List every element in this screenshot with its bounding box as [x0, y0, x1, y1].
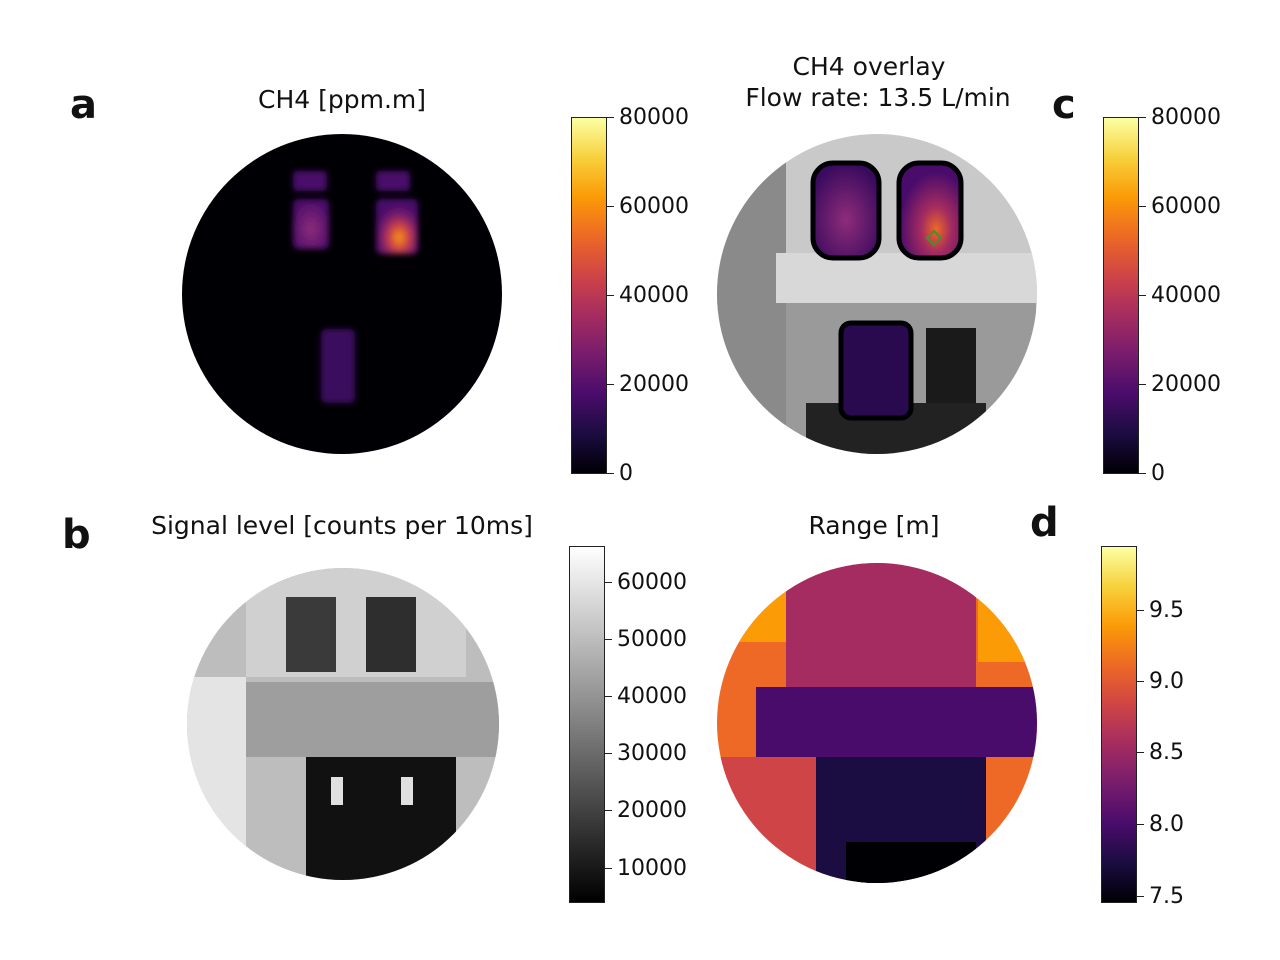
panel-d-colorbar-tickmark: [1137, 824, 1144, 825]
panel-d-colorbar-tickmark: [1137, 896, 1144, 897]
panel-c-plume-right: [896, 160, 964, 261]
panel-b-colorbar-tickmark: [605, 696, 612, 697]
panel-c-colorbar-tick: 0: [1151, 461, 1165, 486]
panel-a-colorbar-tick: 80000: [619, 105, 689, 130]
panel-b-heatmap: [187, 568, 499, 880]
panel-b-colorbar: [569, 546, 605, 903]
panel-c-colorbar-tickmark: [1139, 206, 1146, 207]
panel-letter-d: d: [1030, 500, 1059, 546]
panel-d-title: Range [m]: [808, 511, 940, 540]
panel-a-colorbar-tick: 60000: [619, 194, 689, 219]
panel-b-colorbar-tickmark: [605, 639, 612, 640]
panel-a-title: CH4 [ppm.m]: [257, 85, 427, 114]
panel-d-colorbar-tick: 8.0: [1149, 812, 1184, 837]
panel-c-awning: [776, 253, 1037, 303]
panel-d-colorbar-tick: 9.5: [1149, 598, 1184, 623]
panel-c-colorbar-tick: 80000: [1151, 105, 1221, 130]
panel-b-colorbar-tick: 10000: [617, 856, 687, 881]
panel-d-colorbar-tickmark: [1137, 752, 1144, 753]
panel-d-door-bottom: [846, 842, 976, 883]
panel-b-colorbar-tick: 20000: [617, 798, 687, 823]
panel-a-heatmap: [182, 134, 502, 454]
panel-b-colorbar-tick: 30000: [617, 741, 687, 766]
panel-b-colorbar-tickmark: [605, 582, 612, 583]
panel-b-colorbar-tickmark: [605, 868, 612, 869]
panel-d-heatmap: [717, 563, 1037, 883]
panel-d-colorbar: [1101, 546, 1137, 903]
panel-b-door-light-right: [401, 777, 413, 805]
panel-c-colorbar-tick: 40000: [1151, 283, 1221, 308]
panel-d-upper-wall: [786, 563, 976, 702]
panel-a-colorbar-tick: 0: [619, 461, 633, 486]
panel-d-far-left: [717, 563, 786, 642]
panel-a-plume-left: [293, 199, 329, 249]
panel-c-plume-left: [810, 160, 882, 261]
panel-b-colorbar-tick: 40000: [617, 684, 687, 709]
panel-c-colorbar-tickmark: [1139, 295, 1146, 296]
panel-b-window-left: [286, 597, 336, 672]
panel-d-colorbar-tickmark: [1137, 681, 1144, 682]
panel-c-plume-bottom: [838, 320, 914, 421]
panel-b-colorbar-tickmark: [605, 810, 612, 811]
panel-a-plume-right-top: [376, 171, 410, 191]
panel-letter-c: c: [1052, 82, 1076, 128]
panel-c-colorbar-tickmark: [1139, 473, 1146, 474]
panel-c-heatmap: [717, 134, 1037, 454]
panel-a-plume-bottom: [321, 329, 355, 403]
panel-b-upper-wall: [246, 568, 466, 677]
panel-b-awning: [226, 682, 499, 757]
panel-d-right-edge: [978, 592, 1037, 662]
panel-c-colorbar-tickmark: [1139, 117, 1146, 118]
panel-a-colorbar-tickmark: [607, 384, 614, 385]
panel-c-colorbar-tick: 60000: [1151, 194, 1221, 219]
panel-d-awning: [756, 687, 1037, 757]
panel-d-colorbar-tick: 8.5: [1149, 740, 1184, 765]
panel-letter-a: a: [70, 82, 97, 128]
panel-a-plume-left-top: [293, 171, 327, 191]
panel-b-colorbar-tick: 60000: [617, 570, 687, 595]
panel-d-left-wall: [717, 757, 816, 883]
panel-a-colorbar: [571, 117, 607, 474]
panel-c-source-marker: [925, 229, 943, 247]
panel-c-wall-left: [717, 134, 786, 454]
panel-a-colorbar-tickmark: [607, 117, 614, 118]
panel-letter-b: b: [62, 512, 91, 558]
panel-c-colorbar-tick: 20000: [1151, 372, 1221, 397]
panel-b-door-light-left: [331, 777, 343, 805]
panel-b-colorbar-tickmark: [605, 753, 612, 754]
panel-a-plume-right: [376, 199, 418, 254]
panel-b-window-right: [366, 597, 416, 672]
panel-c-window-right-lower: [926, 328, 976, 408]
panel-b-colorbar-tick: 50000: [617, 627, 687, 652]
panel-a-colorbar-tickmark: [607, 295, 614, 296]
panel-a-colorbar-tick: 20000: [619, 372, 689, 397]
panel-a-colorbar-tickmark: [607, 206, 614, 207]
panel-a-colorbar-tick: 40000: [619, 283, 689, 308]
panel-b-doorway: [306, 757, 456, 880]
panel-c-colorbar-tickmark: [1139, 384, 1146, 385]
panel-d-colorbar-tick: 7.5: [1149, 884, 1184, 909]
panel-c-colorbar: [1103, 117, 1139, 474]
panel-d-colorbar-tickmark: [1137, 610, 1144, 611]
panel-a-disc: [182, 134, 502, 454]
panel-c-title-line1: CH4 overlay: [792, 52, 946, 81]
panel-b-lower-left-wall: [187, 677, 246, 880]
panel-d-colorbar-tick: 9.0: [1149, 669, 1184, 694]
panel-a-colorbar-tickmark: [607, 473, 614, 474]
panel-b-title: Signal level [counts per 10ms]: [151, 511, 533, 540]
panel-c-title-line2: Flow rate: 13.5 L/min: [745, 83, 1011, 112]
